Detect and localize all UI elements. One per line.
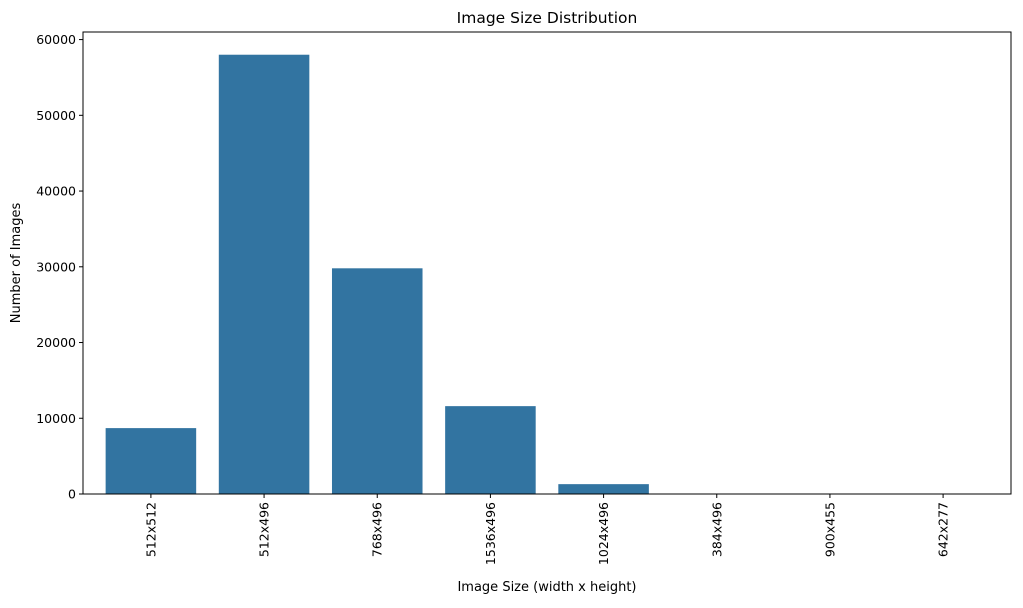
y-tick-label: 0 (68, 487, 76, 502)
y-tick-label: 10000 (36, 411, 76, 426)
x-tick-label: 768x496 (370, 502, 385, 557)
y-tick-label: 60000 (36, 32, 76, 47)
y-tick-label: 50000 (36, 108, 76, 123)
bar-1024x496 (558, 484, 649, 494)
x-tick-label: 900x455 (822, 502, 837, 557)
x-tick-label: 512x512 (143, 502, 158, 557)
x-tick-label: 512x496 (257, 502, 272, 557)
y-tick-label: 20000 (36, 335, 76, 350)
bar-768x496 (332, 268, 423, 494)
x-tick-label: 642x277 (936, 502, 951, 557)
y-axis-label: Number of Images (9, 203, 24, 324)
y-tick-label: 40000 (36, 184, 76, 199)
chart-title: Image Size Distribution (457, 9, 638, 27)
bar-1536x496 (445, 406, 536, 494)
bar-512x512 (106, 428, 197, 494)
bar-512x496 (219, 55, 310, 494)
x-tick-label: 384x496 (709, 502, 724, 557)
x-tick-label: 1024x496 (596, 502, 611, 565)
x-tick-label: 1536x496 (483, 502, 498, 565)
y-tick-label: 30000 (36, 259, 76, 274)
x-axis-label: Image Size (width x height) (457, 580, 636, 595)
